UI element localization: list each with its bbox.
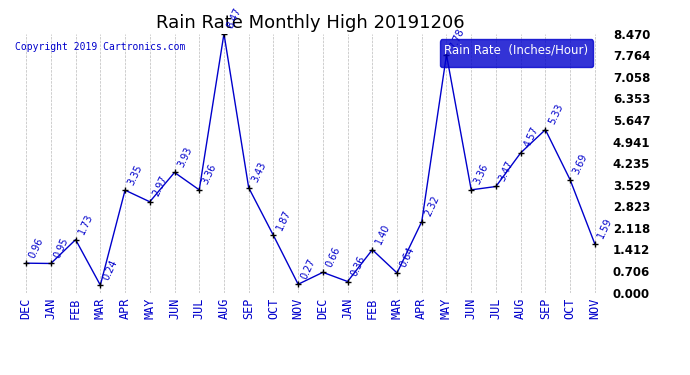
- Text: 7.78: 7.78: [448, 27, 466, 51]
- Text: 5.33: 5.33: [546, 102, 565, 126]
- Text: 0.64: 0.64: [398, 246, 416, 269]
- Text: 0.36: 0.36: [349, 254, 367, 278]
- Text: 0.24: 0.24: [101, 258, 120, 282]
- Title: Rain Rate Monthly High 20191206: Rain Rate Monthly High 20191206: [156, 14, 465, 32]
- Text: 1.87: 1.87: [275, 208, 293, 232]
- Text: 3.47: 3.47: [497, 159, 515, 183]
- Text: 3.43: 3.43: [250, 160, 268, 184]
- Text: 3.93: 3.93: [176, 145, 194, 169]
- Text: 0.66: 0.66: [324, 245, 342, 268]
- Text: 8.47: 8.47: [225, 6, 244, 30]
- Text: 4.57: 4.57: [522, 125, 540, 149]
- Text: 1.73: 1.73: [77, 212, 95, 236]
- Legend: : [440, 39, 593, 67]
- Text: 1.40: 1.40: [373, 222, 392, 246]
- Text: 1.59: 1.59: [596, 216, 614, 240]
- Text: 0.27: 0.27: [299, 257, 317, 280]
- Text: 3.36: 3.36: [473, 163, 491, 186]
- Text: 0.96: 0.96: [28, 236, 46, 260]
- Text: 2.32: 2.32: [423, 194, 441, 218]
- Text: 3.35: 3.35: [126, 163, 144, 186]
- Text: 0.95: 0.95: [52, 236, 70, 260]
- Text: 2.97: 2.97: [151, 174, 169, 198]
- Text: 3.69: 3.69: [571, 153, 589, 176]
- Text: 3.36: 3.36: [201, 163, 219, 186]
- Text: Copyright 2019 Cartronics.com: Copyright 2019 Cartronics.com: [15, 42, 186, 51]
